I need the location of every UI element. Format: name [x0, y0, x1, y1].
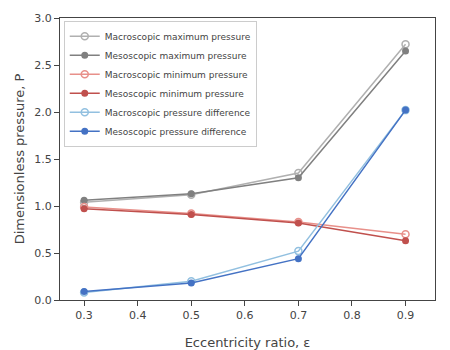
svg-text:0.3: 0.3 [75, 309, 93, 322]
svg-text:Mesoscopic maximum pressure: Mesoscopic maximum pressure [105, 51, 247, 61]
svg-text:0.8: 0.8 [343, 309, 361, 322]
svg-text:Mesoscopic pressure difference: Mesoscopic pressure difference [105, 127, 247, 137]
svg-text:0.0: 0.0 [34, 294, 52, 307]
svg-text:1.5: 1.5 [34, 153, 52, 166]
svg-text:0.5: 0.5 [183, 309, 201, 322]
svg-text:0.4: 0.4 [129, 309, 147, 322]
svg-text:Macroscopic maximum pressure: Macroscopic maximum pressure [105, 32, 251, 42]
svg-text:Macroscopic minimum pressure: Macroscopic minimum pressure [105, 70, 248, 80]
svg-text:Macroscopic pressure differenc: Macroscopic pressure difference [105, 108, 251, 118]
svg-text:0.5: 0.5 [34, 247, 52, 260]
svg-text:0.7: 0.7 [290, 309, 308, 322]
svg-text:0.9: 0.9 [397, 309, 415, 322]
svg-text:2.0: 2.0 [34, 106, 52, 119]
svg-text:2.5: 2.5 [34, 59, 52, 72]
svg-text:1.0: 1.0 [34, 200, 52, 213]
svg-text:Dimensionless pressure, P: Dimensionless pressure, P [12, 74, 27, 245]
svg-text:0.6: 0.6 [236, 309, 254, 322]
svg-text:Eccentricity ratio, ε: Eccentricity ratio, ε [185, 335, 311, 350]
svg-text:Mesoscopic minimum pressure: Mesoscopic minimum pressure [105, 89, 245, 99]
svg-text:3.0: 3.0 [34, 12, 52, 25]
